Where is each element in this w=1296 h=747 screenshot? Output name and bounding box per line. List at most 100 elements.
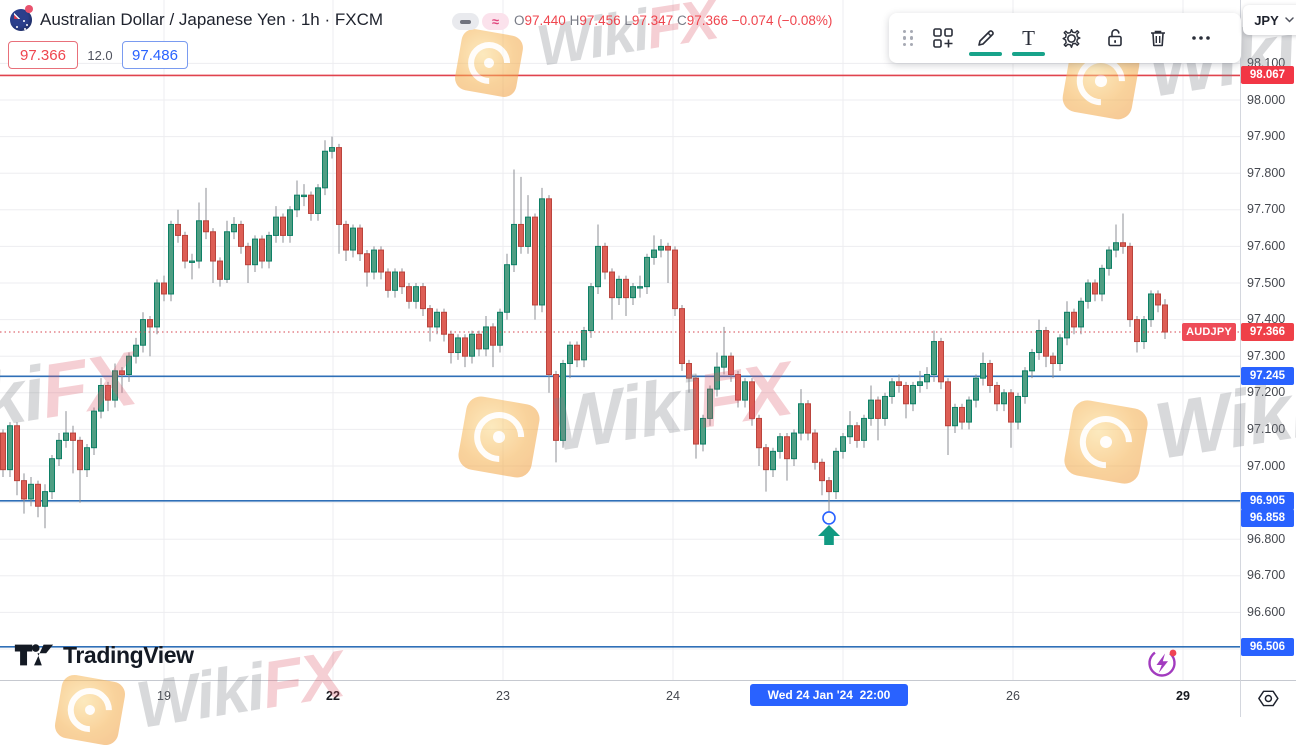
candle-body — [546, 198, 552, 375]
candle-body — [77, 439, 83, 471]
candlestick-chart[interactable] — [0, 0, 1240, 680]
candle-body — [133, 344, 139, 357]
candle-body — [791, 432, 797, 460]
tradingview-logo-icon — [14, 644, 54, 666]
buy-button[interactable]: 97.486 — [122, 41, 188, 69]
price-tick-label: 97.100 — [1247, 421, 1286, 436]
candle-body — [777, 436, 783, 452]
ellipsis-icon — [1191, 36, 1210, 40]
candle-body — [1085, 282, 1091, 302]
candle-body — [301, 194, 307, 198]
candle-body — [833, 450, 839, 493]
candle-body — [609, 271, 615, 299]
candle-body — [1036, 330, 1042, 354]
candle-body — [1092, 282, 1098, 295]
legend-collapse-button[interactable] — [452, 13, 479, 30]
toolbar-drag-handle[interactable] — [895, 16, 921, 60]
approx-price-toggle[interactable]: ≈ — [482, 13, 509, 30]
candle-body — [917, 381, 923, 386]
time-marker-badge: Wed 24 Jan '24 22:00 — [750, 684, 908, 706]
candle-body — [434, 311, 440, 328]
candle-body — [721, 355, 727, 368]
candle-body — [490, 326, 496, 346]
price-axis[interactable]: 98.100 98.000 97.900 97.800 97.700 97.600 97.5… — [1240, 0, 1296, 680]
candle-body — [756, 417, 762, 449]
delete-button[interactable] — [1136, 16, 1179, 60]
candle-body — [742, 381, 748, 401]
candle-body — [532, 216, 538, 306]
candle-body — [196, 220, 202, 262]
candle-body — [1008, 392, 1014, 423]
pencil-icon — [977, 30, 994, 46]
tradingview-logo[interactable]: TradingView — [14, 640, 194, 670]
price-tick-label: 97.400 — [1247, 312, 1286, 327]
candle-body — [497, 311, 503, 346]
candle-body — [70, 432, 76, 441]
candle-body — [749, 381, 755, 419]
candle-body — [798, 403, 804, 434]
candle-body — [868, 399, 874, 419]
sell-button[interactable]: 97.366 — [8, 41, 78, 69]
candle-body — [735, 374, 741, 401]
candle-body — [672, 249, 678, 310]
price-badge: 97.366 — [1241, 323, 1294, 342]
active-underline — [969, 52, 1002, 56]
current-symbol-price-tag: AUDJPY — [1182, 323, 1236, 342]
candle-body — [714, 366, 720, 390]
price-tick-label: 97.300 — [1247, 348, 1286, 363]
axis-settings-corner[interactable] — [1240, 680, 1296, 717]
candle-body — [182, 234, 188, 262]
candle-body — [1099, 267, 1105, 295]
candle-body — [112, 370, 118, 401]
time-tick-label: 26 — [1006, 689, 1020, 703]
candle-body — [1071, 311, 1077, 328]
candle-body — [812, 432, 818, 463]
draw-tool-button[interactable] — [964, 16, 1007, 60]
candle-body — [910, 384, 916, 405]
text-tool-button[interactable]: T — [1007, 16, 1050, 60]
candle-body — [147, 319, 153, 328]
candle-body — [364, 253, 370, 273]
candle-body — [287, 209, 293, 236]
hexagon-settings-icon — [1258, 690, 1279, 707]
price-tick-label: 96.700 — [1247, 568, 1286, 583]
candle-body — [420, 286, 426, 310]
candle-body — [399, 271, 405, 288]
candle-body — [679, 308, 685, 365]
candle-body — [455, 337, 461, 354]
chevron-down-icon — [1285, 17, 1294, 23]
candle-body — [168, 223, 174, 295]
candle-body — [686, 363, 692, 379]
candle-body — [574, 344, 580, 361]
add-layout-button[interactable] — [921, 16, 964, 60]
candle-body — [336, 147, 342, 225]
currency-dropdown[interactable]: JPY — [1243, 5, 1296, 35]
time-axis[interactable]: 19 22 23 24 26 29 — [0, 680, 1240, 717]
candle-body — [707, 388, 713, 419]
buy-signal-marker[interactable] — [818, 511, 840, 545]
price-tick-label: 97.200 — [1247, 385, 1286, 400]
candle-body — [427, 308, 433, 328]
candle-body — [385, 271, 391, 291]
price-tick-label: 97.800 — [1247, 165, 1286, 180]
flash-action-button[interactable] — [1146, 646, 1180, 680]
currency-dropdown-label: JPY — [1254, 12, 1279, 28]
candle-body — [252, 238, 258, 266]
price-tick-label: 96.800 — [1247, 531, 1286, 546]
lock-button[interactable] — [1093, 16, 1136, 60]
candle-body — [469, 333, 475, 357]
more-options-button[interactable] — [1179, 16, 1222, 60]
time-tick-label: 23 — [496, 689, 510, 703]
candle-body — [728, 355, 734, 376]
candle-body — [882, 395, 888, 419]
candle-body — [259, 238, 265, 262]
candle-body — [1113, 242, 1119, 251]
candle-body — [1029, 352, 1035, 372]
candle-body — [175, 223, 181, 236]
settings-button[interactable] — [1050, 16, 1093, 60]
symbol-title[interactable]: Australian Dollar / Japanese Yen · 1h · … — [40, 10, 384, 29]
time-tick-label: 29 — [1176, 689, 1190, 703]
candle-body — [42, 491, 48, 507]
candle-body — [875, 399, 881, 419]
candle-body — [273, 216, 279, 236]
